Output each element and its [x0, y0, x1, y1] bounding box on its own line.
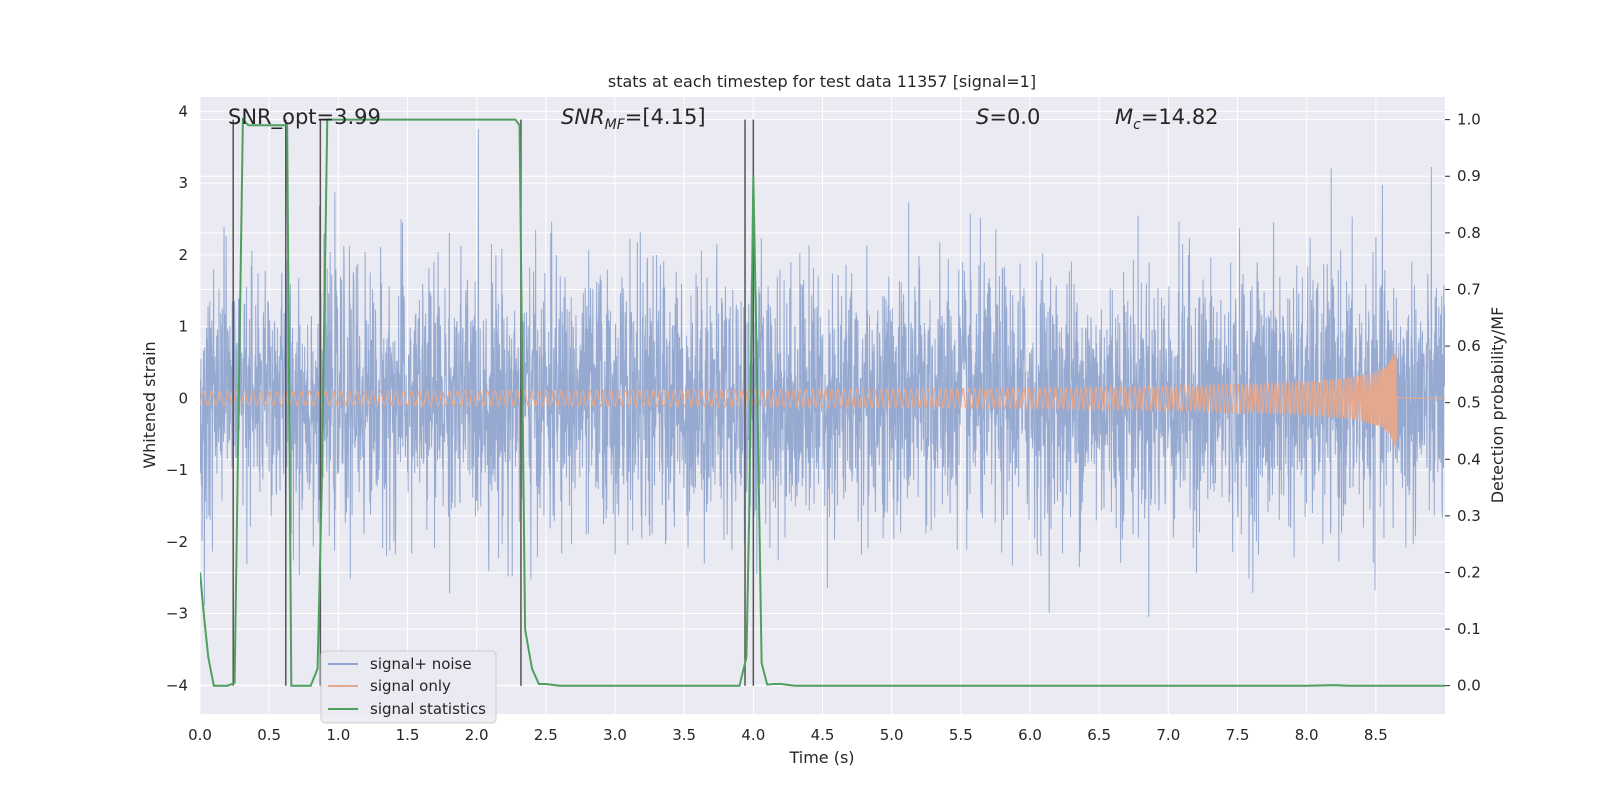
y-left-tick-label: 0 [178, 389, 188, 407]
x-axis-ticks: 0.0 0.5 1.0 1.5 2.0 2.5 3.0 3.5 4.0 4.5 5.0 5.5 6.0 6… [188, 726, 1388, 744]
y-left-tick-label: −2 [166, 533, 188, 551]
x-tick-label: 0.0 [188, 726, 212, 744]
x-tick-label: 4.0 [741, 726, 765, 744]
x-tick-label: 5.5 [949, 726, 973, 744]
y-axis-right-ticks: 0.0 0.1 0.2 0.3 0.4 0.5 0.6 0.7 0.8 0.9 1.0 [1445, 111, 1481, 695]
annotation-mc-subscript: c [1133, 117, 1141, 133]
y-right-tick-label: 0.4 [1457, 450, 1481, 468]
x-tick-label: 6.5 [1087, 726, 1111, 744]
annotation-snr-mf-value: =[4.15] [625, 105, 706, 129]
series-signal-only [200, 349, 1445, 450]
y-left-tick-label: −4 [166, 676, 188, 694]
y-right-tick-label: 0.0 [1457, 677, 1481, 695]
y-left-tick-label: 1 [178, 318, 188, 336]
legend-label-signal-statistics: signal statistics [370, 700, 486, 718]
y-axis-right-label: Detection probability/MF [1488, 307, 1507, 504]
series-signal-plus-noise [200, 129, 1445, 617]
y-right-tick-label: 0.3 [1457, 507, 1481, 525]
annotation-s: S=0.0 [976, 105, 1040, 129]
y-left-tick-label: 4 [178, 102, 188, 120]
x-tick-label: 8.5 [1364, 726, 1388, 744]
x-tick-label: 2.5 [534, 726, 558, 744]
y-right-tick-label: 0.1 [1457, 620, 1481, 638]
x-tick-label: 8.0 [1295, 726, 1319, 744]
x-tick-label: 3.5 [672, 726, 696, 744]
x-tick-label: 7.0 [1156, 726, 1180, 744]
annotation-snr-mf: SNRMF=[4.15] [561, 105, 706, 133]
y-right-tick-label: 0.6 [1457, 337, 1481, 355]
x-tick-label: 1.5 [396, 726, 420, 744]
x-tick-label: 0.5 [257, 726, 281, 744]
x-axis-label: Time (s) [788, 748, 854, 767]
legend-label-signal-plus-noise: signal+ noise [370, 655, 472, 673]
annotation-snr-opt: SNR_opt=3.99 [228, 105, 381, 130]
x-tick-label: 7.5 [1226, 726, 1250, 744]
annotation-s-value: =0.0 [989, 105, 1040, 129]
y-axis-left-ticks: −4 −3 −2 −1 0 1 2 3 4 [166, 102, 188, 694]
legend: signal+ noise signal only signal statist… [320, 650, 497, 724]
x-tick-label: 2.0 [465, 726, 489, 744]
legend-label-signal-only: signal only [370, 677, 451, 695]
y-right-tick-label: 0.2 [1457, 563, 1481, 581]
y-right-tick-label: 0.8 [1457, 224, 1481, 242]
x-tick-label: 4.5 [811, 726, 835, 744]
x-tick-label: 6.0 [1018, 726, 1042, 744]
y-left-tick-label: 2 [178, 246, 188, 264]
annotation-snr-mf-subscript: MF [605, 117, 626, 133]
y-right-tick-label: 0.9 [1457, 167, 1481, 185]
annotation-snr-mf-label: SNR [561, 105, 605, 129]
annotation-s-label: S [976, 105, 989, 129]
x-tick-label: 3.0 [603, 726, 627, 744]
y-left-tick-label: −3 [166, 605, 188, 623]
annotation-mc-value: =14.82 [1141, 105, 1219, 129]
y-left-tick-label: 3 [178, 174, 188, 192]
y-right-tick-label: 0.5 [1457, 394, 1481, 412]
series-signal-statistics [200, 117, 1445, 687]
legend-box [320, 650, 497, 724]
y-right-tick-label: 1.0 [1457, 111, 1481, 129]
y-axis-left-label: Whitened strain [140, 341, 159, 468]
y-left-tick-label: −1 [166, 461, 188, 479]
y-right-tick-label: 0.7 [1457, 280, 1481, 298]
annotation-mc-label: M [1115, 105, 1133, 129]
chart-title: stats at each timestep for test data 113… [608, 72, 1036, 91]
x-tick-label: 5.0 [880, 726, 904, 744]
annotation-mc: Mc=14.82 [1115, 105, 1219, 133]
x-tick-label: 1.0 [326, 726, 350, 744]
